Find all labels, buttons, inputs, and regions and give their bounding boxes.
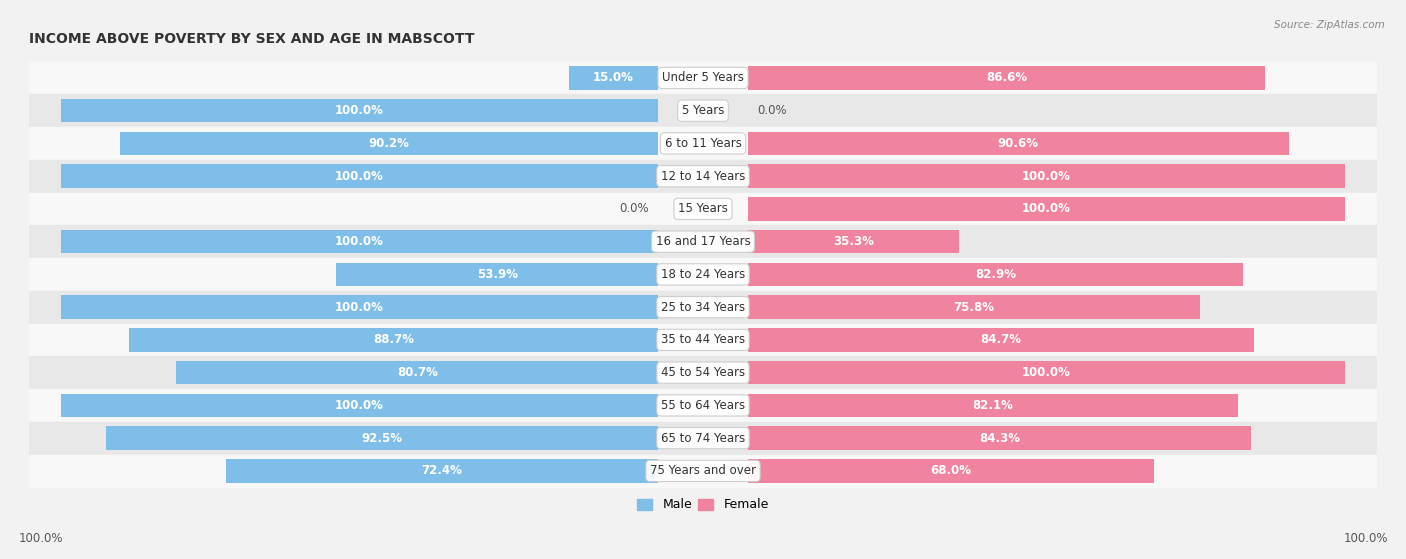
Text: 100.0%: 100.0% bbox=[335, 104, 384, 117]
Bar bbox=[748, 132, 1289, 155]
Bar bbox=[568, 66, 658, 90]
Text: 88.7%: 88.7% bbox=[373, 333, 413, 347]
Bar bbox=[128, 328, 658, 352]
Text: 84.7%: 84.7% bbox=[980, 333, 1021, 347]
Text: 100.0%: 100.0% bbox=[1022, 170, 1071, 183]
Text: INCOME ABOVE POVERTY BY SEX AND AGE IN MABSCOTT: INCOME ABOVE POVERTY BY SEX AND AGE IN M… bbox=[30, 32, 475, 46]
Bar bbox=[748, 328, 1254, 352]
Text: 90.6%: 90.6% bbox=[998, 137, 1039, 150]
Text: 100.0%: 100.0% bbox=[335, 301, 384, 314]
Bar bbox=[748, 197, 1346, 221]
Text: 35 to 44 Years: 35 to 44 Years bbox=[661, 333, 745, 347]
Text: 100.0%: 100.0% bbox=[335, 399, 384, 412]
Text: 100.0%: 100.0% bbox=[1022, 202, 1071, 215]
Bar bbox=[30, 127, 1376, 160]
Text: 45 to 54 Years: 45 to 54 Years bbox=[661, 366, 745, 379]
Bar bbox=[226, 459, 658, 482]
Bar bbox=[30, 422, 1376, 454]
Bar bbox=[60, 164, 658, 188]
Text: 16 and 17 Years: 16 and 17 Years bbox=[655, 235, 751, 248]
Bar bbox=[60, 295, 658, 319]
Text: 75 Years and over: 75 Years and over bbox=[650, 465, 756, 477]
Text: 65 to 74 Years: 65 to 74 Years bbox=[661, 432, 745, 444]
Text: 6 to 11 Years: 6 to 11 Years bbox=[665, 137, 741, 150]
Bar bbox=[30, 356, 1376, 389]
Bar bbox=[748, 263, 1243, 286]
Text: 82.1%: 82.1% bbox=[973, 399, 1014, 412]
Text: 15 Years: 15 Years bbox=[678, 202, 728, 215]
Text: 90.2%: 90.2% bbox=[368, 137, 409, 150]
Bar bbox=[748, 394, 1239, 417]
Text: 100.0%: 100.0% bbox=[1022, 366, 1071, 379]
Text: 35.3%: 35.3% bbox=[832, 235, 873, 248]
Text: Under 5 Years: Under 5 Years bbox=[662, 72, 744, 84]
Bar bbox=[30, 225, 1376, 258]
Bar bbox=[30, 94, 1376, 127]
Bar bbox=[60, 230, 658, 253]
Text: 72.4%: 72.4% bbox=[422, 465, 463, 477]
Text: 86.6%: 86.6% bbox=[986, 72, 1026, 84]
Text: 80.7%: 80.7% bbox=[396, 366, 437, 379]
Text: 100.0%: 100.0% bbox=[18, 532, 63, 545]
Bar bbox=[60, 99, 658, 122]
Text: 100.0%: 100.0% bbox=[335, 170, 384, 183]
Bar bbox=[60, 394, 658, 417]
Text: 55 to 64 Years: 55 to 64 Years bbox=[661, 399, 745, 412]
Text: 82.9%: 82.9% bbox=[974, 268, 1017, 281]
Bar bbox=[30, 192, 1376, 225]
Bar bbox=[105, 427, 658, 450]
Bar bbox=[30, 291, 1376, 324]
Bar bbox=[748, 295, 1201, 319]
Bar bbox=[30, 324, 1376, 356]
Text: 53.9%: 53.9% bbox=[477, 268, 517, 281]
Bar bbox=[30, 258, 1376, 291]
Text: 100.0%: 100.0% bbox=[335, 235, 384, 248]
Bar bbox=[176, 361, 658, 385]
Bar bbox=[748, 427, 1251, 450]
Bar bbox=[30, 389, 1376, 422]
Bar bbox=[748, 164, 1346, 188]
Text: 75.8%: 75.8% bbox=[953, 301, 994, 314]
Bar bbox=[748, 459, 1154, 482]
Text: 0.0%: 0.0% bbox=[758, 104, 787, 117]
Text: 100.0%: 100.0% bbox=[1343, 532, 1388, 545]
Bar bbox=[748, 230, 959, 253]
Text: 5 Years: 5 Years bbox=[682, 104, 724, 117]
Bar bbox=[30, 160, 1376, 192]
Text: 12 to 14 Years: 12 to 14 Years bbox=[661, 170, 745, 183]
Text: 0.0%: 0.0% bbox=[619, 202, 648, 215]
Bar bbox=[30, 61, 1376, 94]
Text: 68.0%: 68.0% bbox=[931, 465, 972, 477]
Bar bbox=[748, 361, 1346, 385]
Bar bbox=[120, 132, 658, 155]
Text: 15.0%: 15.0% bbox=[593, 72, 634, 84]
Text: 84.3%: 84.3% bbox=[979, 432, 1019, 444]
Text: 18 to 24 Years: 18 to 24 Years bbox=[661, 268, 745, 281]
Bar bbox=[30, 454, 1376, 487]
Text: 92.5%: 92.5% bbox=[361, 432, 402, 444]
Bar bbox=[336, 263, 658, 286]
Text: 25 to 34 Years: 25 to 34 Years bbox=[661, 301, 745, 314]
Legend: Male, Female: Male, Female bbox=[633, 494, 773, 517]
Text: Source: ZipAtlas.com: Source: ZipAtlas.com bbox=[1274, 20, 1385, 30]
Bar bbox=[748, 66, 1265, 90]
